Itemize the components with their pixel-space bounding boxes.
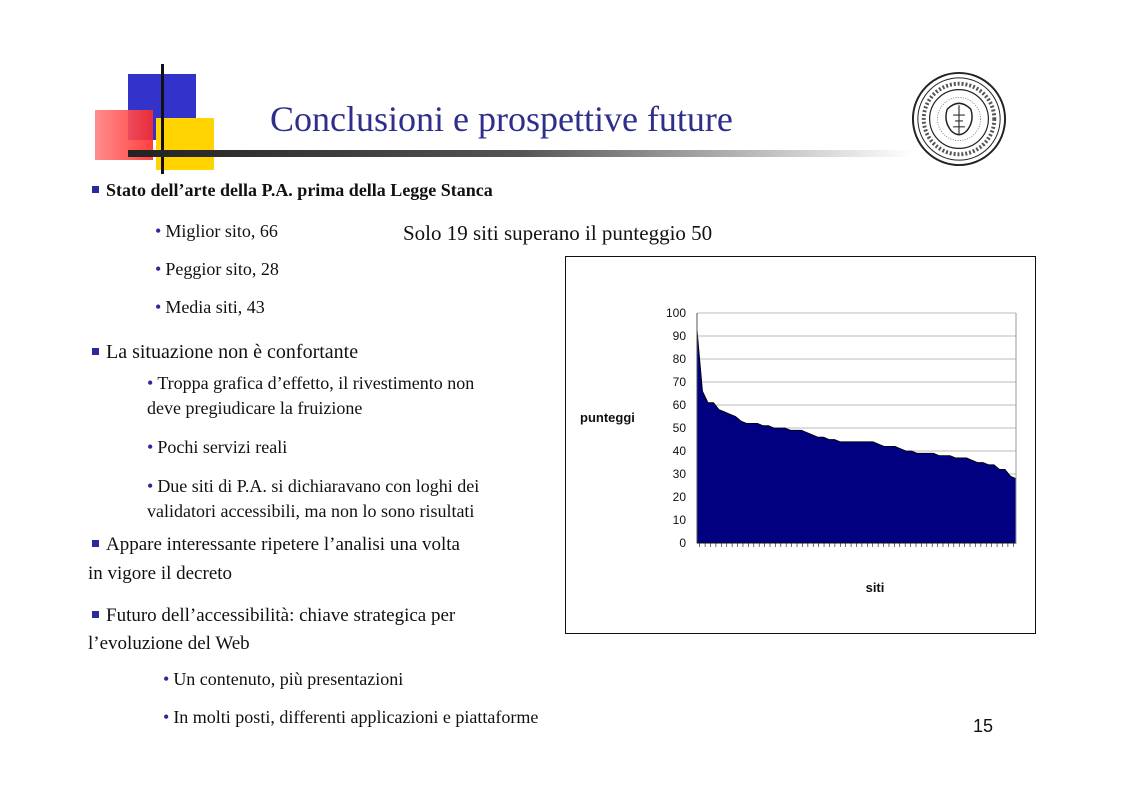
- bullet-dot-icon: •: [155, 221, 162, 241]
- bullet-dot-icon: •: [155, 297, 162, 317]
- y-tick-label: 70: [673, 375, 687, 389]
- sub-bullet-contenuto: • Un contenuto, più presentazioni: [163, 669, 403, 690]
- bullet-text: La situazione non è confortante: [106, 341, 359, 363]
- y-tick-label: 0: [679, 536, 686, 550]
- chart-note: Solo 19 siti superano il punteggio 50: [403, 221, 713, 245]
- sub-bullet-media: • Media siti, 43: [155, 297, 265, 318]
- sub-bullet-miglior: • Miglior sito, 66: [155, 221, 278, 242]
- bullet-text: Futuro dell’accessibilità: chiave strate…: [106, 605, 456, 626]
- sub-bullet-grafica: • Troppa grafica d’effetto, il rivestimen…: [147, 373, 474, 394]
- y-tick-label: 40: [673, 444, 687, 458]
- y-tick-label: 90: [673, 329, 687, 343]
- bullet-text: Pochi servizi reali: [157, 437, 288, 457]
- bullet-text: Troppa grafica d’effetto, il rivestiment…: [157, 373, 475, 393]
- bullet-dot-icon: •: [147, 373, 154, 393]
- y-axis-label: punteggi: [580, 410, 635, 425]
- x-axis-label: siti: [866, 580, 885, 595]
- bullet-square-icon: [92, 540, 99, 547]
- y-tick-label: 60: [673, 398, 687, 412]
- bullet-text: Appare interessante ripetere l’analisi u…: [106, 534, 460, 555]
- sub-bullet-grafica-line2: deve pregiudicare la fruizione: [147, 398, 363, 418]
- bullet-text: Miglior sito, 66: [165, 221, 278, 241]
- bullet-analisi: Appare interessante ripetere l’analisi u…: [92, 534, 460, 556]
- bullet-dot-icon: •: [163, 707, 170, 727]
- bullet-stato-arte: Stato dell’arte della P.A. prima della L…: [92, 180, 493, 201]
- bullet-square-icon: [92, 611, 99, 618]
- sub-bullet-peggior: • Peggior sito, 28: [155, 259, 279, 280]
- y-tick-label: 80: [673, 352, 687, 366]
- bullet-text: Stato dell’arte della P.A. prima della L…: [106, 180, 493, 200]
- bullet-text: Media siti, 43: [165, 297, 265, 317]
- bullet-text: Peggior sito, 28: [165, 259, 279, 279]
- y-tick-label: 50: [673, 421, 687, 435]
- bullet-dot-icon: •: [147, 437, 154, 457]
- bullet-dot-icon: •: [155, 259, 162, 279]
- bullet-dot-icon: •: [163, 669, 170, 689]
- sub-bullet-servizi: • Pochi servizi reali: [147, 437, 287, 458]
- decor-yellow-square: [156, 118, 214, 170]
- bullet-dot-icon: •: [147, 476, 154, 496]
- sub-bullet-loghi-line2: validatori accessibili, ma non lo sono r…: [147, 501, 475, 521]
- bullet-text: Due siti di P.A. si dichiaravano con log…: [157, 476, 480, 496]
- y-tick-label: 10: [673, 513, 687, 527]
- bullet-square-icon: [92, 348, 99, 355]
- area-chart: 0 10 20 30 40 50 60 70 80 90 100 punteggi siti: [580, 306, 1017, 595]
- bullet-futuro: Futuro dell’accessibilità: chiave strate…: [92, 605, 455, 627]
- bullet-futuro-line2: l’evoluzione del Web: [88, 633, 250, 654]
- sub-bullet-loghi: • Due siti di P.A. si dichiaravano con lo…: [147, 476, 479, 497]
- bullet-square-icon: [92, 186, 99, 193]
- bullet-text: Un contenuto, più presentazioni: [173, 669, 404, 689]
- title-underline: [128, 150, 913, 157]
- bullet-situazione: La situazione non è confortante: [92, 341, 358, 364]
- slide-title: Conclusioni e prospettive future: [270, 99, 733, 139]
- bullet-analisi-line2: in vigore il decreto: [88, 563, 233, 584]
- y-tick-label: 20: [673, 490, 687, 504]
- bullet-text: In molti posti, differenti applicazioni …: [173, 707, 539, 727]
- y-tick-label: 100: [666, 306, 686, 320]
- sub-bullet-posti: • In molti posti, differenti applicazioni…: [163, 707, 538, 728]
- chart-frame: 0 10 20 30 40 50 60 70 80 90 100 punteggi siti: [565, 256, 1036, 634]
- decor-vertical-line: [161, 64, 164, 174]
- y-tick-label: 30: [673, 467, 687, 481]
- series-area: [696, 329, 1017, 544]
- university-seal-icon: [911, 71, 1007, 167]
- page-number: 15: [973, 716, 994, 736]
